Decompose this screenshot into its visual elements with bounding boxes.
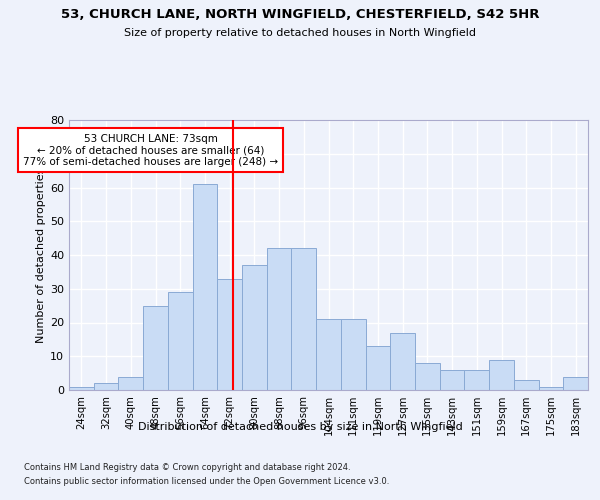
Y-axis label: Number of detached properties: Number of detached properties (36, 168, 46, 342)
Text: Contains public sector information licensed under the Open Government Licence v3: Contains public sector information licen… (24, 478, 389, 486)
Bar (118, 376, 143, 390)
Text: 53, CHURCH LANE, NORTH WINGFIELD, CHESTERFIELD, S42 5HR: 53, CHURCH LANE, NORTH WINGFIELD, CHESTE… (61, 8, 539, 20)
Bar (464, 370, 489, 390)
Bar (489, 360, 514, 390)
Bar (563, 376, 588, 390)
Text: Size of property relative to detached houses in North Wingfield: Size of property relative to detached ho… (124, 28, 476, 38)
Text: Contains HM Land Registry data © Crown copyright and database right 2024.: Contains HM Land Registry data © Crown c… (24, 462, 350, 471)
Bar (69, 386, 94, 390)
Bar (217, 278, 242, 390)
Bar (193, 184, 217, 390)
Bar (316, 319, 341, 390)
Bar (341, 319, 365, 390)
Text: Distribution of detached houses by size in North Wingfield: Distribution of detached houses by size … (137, 422, 463, 432)
Bar (365, 346, 390, 390)
Bar (539, 386, 563, 390)
Text: 53 CHURCH LANE: 73sqm
← 20% of detached houses are smaller (64)
77% of semi-deta: 53 CHURCH LANE: 73sqm ← 20% of detached … (23, 134, 278, 166)
Bar (242, 265, 267, 390)
Bar (292, 248, 316, 390)
Bar (440, 370, 464, 390)
Bar (390, 332, 415, 390)
Bar (94, 383, 118, 390)
Bar (267, 248, 292, 390)
Bar (143, 306, 168, 390)
Bar (168, 292, 193, 390)
Bar (415, 363, 440, 390)
Bar (514, 380, 539, 390)
